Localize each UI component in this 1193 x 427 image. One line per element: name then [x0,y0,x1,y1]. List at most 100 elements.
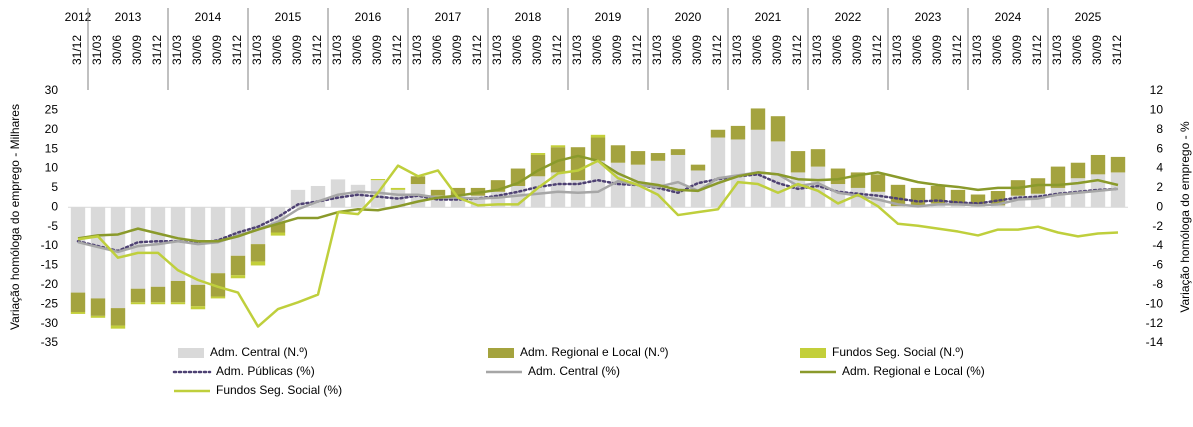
bar [570,147,586,181]
y2-tick-label: -12 [1146,316,1164,330]
bar [190,284,206,307]
bar [250,261,266,266]
legend-item: Adm. Regional e Local (N.º) [488,345,668,359]
x-tick-label: 30/09 [450,35,464,65]
bar [70,207,86,293]
bar [750,129,766,208]
x-tick-label: 31/03 [330,35,344,65]
legend-label: Adm. Regional e Local (%) [842,364,985,378]
legend-label: Adm. Central (N.º) [210,345,308,359]
legend-label: Adm. Regional e Local (N.º) [520,345,668,359]
bar [550,172,566,208]
bar [270,222,286,233]
x-tick-label: 31/12 [870,35,884,65]
bar [970,194,986,207]
legend-label: Fundos Seg. Social (N.º) [832,345,964,359]
bar [130,302,146,305]
x-tick-label: 31/03 [250,35,264,65]
y2-tick-label: -6 [1152,258,1163,272]
bar [590,160,606,208]
year-label: 2024 [995,10,1022,24]
x-tick-label: 31/03 [570,35,584,65]
x-tick-label: 31/12 [70,35,84,65]
y-tick-label: -25 [41,296,59,310]
bar [70,292,86,312]
bar [210,273,226,297]
bar [250,244,266,262]
y2-tick-label: -8 [1152,277,1163,291]
bar [350,184,366,208]
x-tick-label: 30/09 [210,35,224,65]
bar [110,308,126,326]
year-label: 2014 [195,10,222,24]
bar [330,179,346,208]
y2-tick-label: 10 [1150,103,1164,117]
y-axis-title: Variação homóloga do emprego - Milhares [8,104,22,330]
bar [970,206,986,208]
bar [1050,166,1066,188]
bar [270,232,286,236]
bar [870,174,886,192]
year-label: 2025 [1075,10,1102,24]
legend-item: Adm. Regional e Local (%) [800,364,985,378]
y2-tick-label: 8 [1156,122,1163,136]
y-tick-label: 30 [45,83,59,97]
x-tick-label: 31/12 [390,35,404,65]
bar [230,275,246,279]
x-tick-label: 31/12 [790,35,804,65]
bar [770,116,786,142]
bar [150,286,166,303]
x-tick-label: 31/03 [650,35,664,65]
y-tick-label: 10 [45,161,59,175]
x-tick-label: 30/06 [110,35,124,65]
year-label: 2022 [835,10,862,24]
x-tick-label: 30/09 [930,35,944,65]
bar [210,296,226,299]
bar [1110,156,1126,173]
y2-tick-label: 4 [1156,161,1163,175]
bar [470,195,486,208]
x-tick-label: 30/06 [430,35,444,65]
bar [430,195,446,208]
bar [890,206,906,208]
y-tick-label: -30 [41,316,59,330]
bar [490,180,506,192]
year-label: 2023 [915,10,942,24]
x-tick-label: 30/06 [1070,35,1084,65]
bar [910,187,926,206]
bar [710,129,726,138]
bar [730,139,746,208]
year-label: 2012 [65,10,92,24]
y2-tick-label: 6 [1156,141,1163,155]
y-tick-label: -15 [41,258,59,272]
legend-item: Adm. Públicas (%) [172,364,315,378]
x-tick-label: 30/06 [750,35,764,65]
y-tick-label: 5 [51,180,58,194]
year-label: 2015 [275,10,302,24]
x-tick-label: 31/12 [1030,35,1044,65]
y-tick-label: -10 [41,238,59,252]
x-tick-label: 30/09 [850,35,864,65]
legend-swatch [178,348,204,358]
y2-tick-label: -4 [1152,238,1163,252]
bar [170,302,186,305]
x-tick-label: 31/12 [950,35,964,65]
x-tick-label: 30/09 [690,35,704,65]
line-series [76,173,1120,253]
bar [1010,195,1026,208]
x-tick-label: 30/09 [610,35,624,65]
bar [70,311,86,314]
x-tick-label: 30/06 [590,35,604,65]
y-tick-label: -5 [47,219,58,233]
bar [550,145,566,148]
x-tick-label: 31/12 [470,35,484,65]
bar [950,189,966,206]
line-series [77,159,1119,328]
x-tick-label: 30/09 [1010,35,1024,65]
year-label: 2016 [355,10,382,24]
bar [830,168,846,185]
bar [530,154,546,177]
bar [130,288,146,303]
year-label: 2020 [675,10,702,24]
